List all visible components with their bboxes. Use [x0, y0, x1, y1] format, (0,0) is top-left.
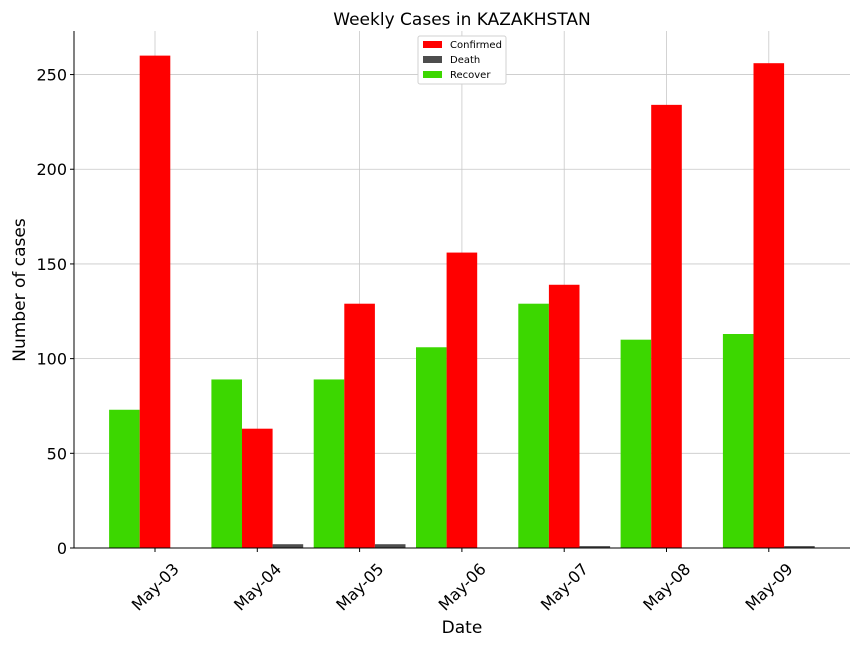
- legend: Confirmed Death Recover: [417, 35, 507, 85]
- bar-recover: [518, 303, 549, 548]
- bar-confirmed: [139, 55, 171, 548]
- bar-death: [374, 544, 406, 548]
- bar-confirmed: [446, 252, 478, 549]
- legend-label-death: Death: [450, 55, 480, 66]
- y-axis-label: Number of cases: [10, 218, 30, 362]
- x-axis-label: Date: [442, 618, 483, 638]
- y-tick-label: 250: [36, 66, 67, 85]
- bar-death: [272, 544, 304, 548]
- bar-confirmed: [753, 63, 785, 548]
- bar-death: [784, 546, 815, 548]
- bar-death: [579, 546, 611, 548]
- bar-confirmed: [344, 303, 375, 548]
- y-ticks: 0 50 100 150 200 250: [36, 66, 74, 558]
- bar-recover: [313, 379, 345, 548]
- legend-swatch-recover: [423, 71, 442, 78]
- legend-label-confirmed: Confirmed: [450, 40, 502, 51]
- legend-swatch-death: [423, 56, 442, 63]
- y-tick-label: 0: [57, 539, 67, 558]
- chart-title: Weekly Cases in KAZAKHSTAN: [333, 10, 590, 30]
- y-tick-label: 150: [36, 255, 67, 274]
- bar-recover: [722, 334, 754, 548]
- bars: [109, 55, 815, 549]
- bar-confirmed: [242, 428, 273, 548]
- bar-recover: [109, 409, 140, 548]
- y-tick-label: 200: [36, 160, 67, 179]
- y-tick-label: 100: [36, 350, 67, 369]
- bar-confirmed: [548, 284, 580, 548]
- legend-label-recover: Recover: [450, 70, 491, 81]
- bar-recover: [211, 379, 242, 548]
- bar-recover: [416, 347, 447, 548]
- bar-recover: [620, 339, 652, 548]
- legend-swatch-confirmed: [423, 41, 442, 48]
- bar-confirmed: [651, 104, 682, 548]
- y-tick-label: 50: [47, 444, 67, 463]
